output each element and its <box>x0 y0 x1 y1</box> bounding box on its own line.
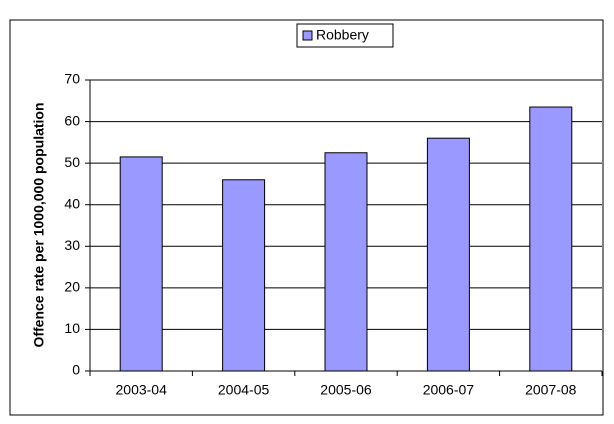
y-tick-label: 40 <box>64 195 80 211</box>
bar <box>529 106 573 372</box>
y-axis-label: Offence rate per 1000,000 population <box>31 102 47 347</box>
x-tick-label: 2006-07 <box>423 382 475 398</box>
bar <box>119 156 163 372</box>
x-tick-label: 2004-05 <box>218 382 270 398</box>
bar <box>426 137 470 372</box>
y-tick-label: 70 <box>64 71 80 87</box>
x-tick-label: 2007-08 <box>525 382 577 398</box>
legend-box <box>296 23 394 48</box>
y-tick-label: 10 <box>64 320 80 336</box>
y-tick-label: 30 <box>64 237 80 253</box>
legend-label: Robbery <box>316 27 369 43</box>
y-tick-label: 60 <box>64 112 80 128</box>
bar <box>324 152 368 372</box>
y-tick-label: 0 <box>72 362 80 378</box>
chart-frame <box>9 19 604 416</box>
legend-swatch <box>302 30 313 41</box>
bar <box>222 179 266 372</box>
y-tick-label: 50 <box>64 154 80 170</box>
y-tick-label: 20 <box>64 279 80 295</box>
x-tick-label: 2003-04 <box>116 382 168 398</box>
x-tick-label: 2005-06 <box>320 382 372 398</box>
